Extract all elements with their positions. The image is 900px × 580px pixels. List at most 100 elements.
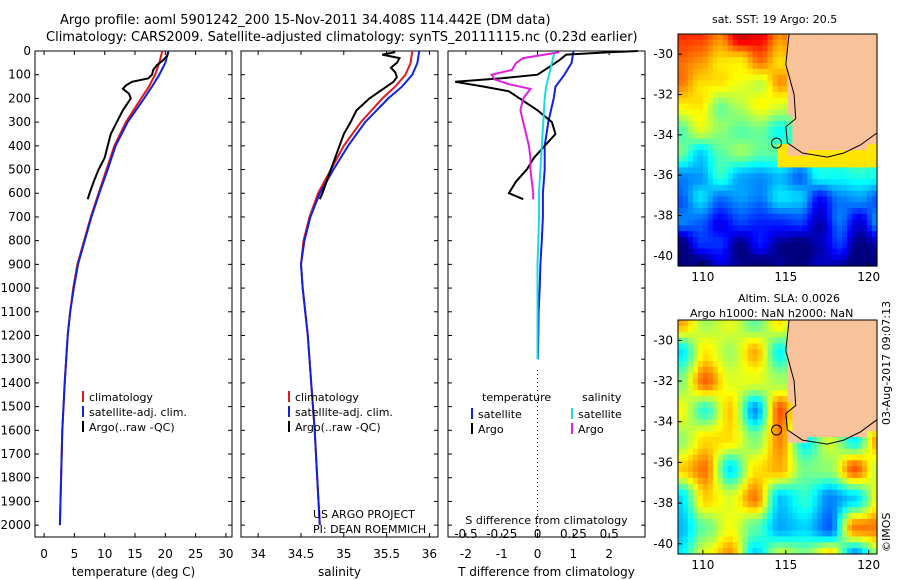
- map-cell: [852, 524, 858, 532]
- map-cell: [797, 536, 803, 543]
- map-cell: [697, 45, 704, 52]
- map-cell: [752, 325, 759, 333]
- map-cell: [682, 126, 689, 134]
- map-cell: [867, 489, 873, 497]
- map-cell: [812, 448, 818, 456]
- map-cell: [827, 126, 833, 134]
- map-cell: [777, 343, 784, 350]
- map-cell: [797, 507, 803, 514]
- map-cell: [687, 530, 694, 538]
- map-cell: [787, 196, 794, 203]
- map-cell: [842, 524, 848, 532]
- map-cell: [852, 495, 858, 502]
- map-cell: [707, 144, 714, 151]
- map-cell: [792, 150, 798, 157]
- map-cell: [817, 396, 823, 403]
- coastline: [785, 33, 878, 158]
- map-cell: [857, 513, 863, 520]
- x-axis-label: T difference from climatology: [457, 565, 635, 579]
- map-cell: [872, 489, 878, 497]
- map-cell: [727, 190, 734, 197]
- map-cell: [697, 390, 704, 397]
- map-cell: [717, 242, 724, 250]
- argo-position-marker: [771, 137, 783, 149]
- map-cell: [707, 190, 714, 197]
- map-cell: [727, 437, 734, 444]
- map-cell: [767, 331, 774, 339]
- map-cell: [842, 109, 848, 116]
- map-cell: [852, 372, 858, 380]
- map-cell: [852, 63, 858, 70]
- map-cell: [817, 437, 823, 444]
- map-cell: [872, 196, 878, 203]
- map-cell: [872, 68, 878, 76]
- x-tick-label: -1: [496, 547, 508, 561]
- map-cell: [827, 425, 833, 432]
- map-cell: [797, 407, 803, 415]
- map-cell: [857, 80, 863, 87]
- map-cell: [697, 378, 704, 385]
- map-cell: [772, 231, 779, 238]
- map-cell: [807, 190, 813, 197]
- map-cell: [827, 413, 833, 421]
- x-tick-label: 35: [336, 547, 351, 561]
- map-cell: [822, 419, 828, 426]
- map-cell: [732, 167, 739, 174]
- map-cell: [707, 167, 714, 174]
- map-cell: [697, 92, 704, 99]
- map-cell: [852, 208, 858, 215]
- map-cell: [827, 51, 833, 58]
- map-cell: [767, 372, 774, 380]
- map-cell: [707, 483, 714, 491]
- map-cell: [752, 39, 759, 47]
- map-cell: [767, 477, 774, 485]
- map-cell: [872, 349, 878, 356]
- map-cell: [842, 144, 848, 151]
- map-cell: [782, 74, 789, 81]
- map-cell: [692, 68, 699, 76]
- map-cell: [707, 196, 714, 203]
- map-cell: [797, 501, 803, 508]
- map-cell: [682, 202, 689, 209]
- map-cell: [807, 390, 813, 397]
- map-cell: [692, 495, 699, 502]
- map-cell: [732, 466, 739, 473]
- map-cell: [832, 39, 838, 47]
- map-cell: [767, 202, 774, 209]
- map-cell: [697, 202, 704, 209]
- map-cell: [777, 513, 784, 520]
- map-cell: [817, 536, 823, 543]
- map-cell: [772, 248, 779, 255]
- map-cell: [802, 202, 808, 209]
- map-cell: [702, 86, 709, 93]
- map-cell: [782, 466, 789, 473]
- map-cell: [712, 173, 719, 180]
- map-cell: [777, 530, 784, 538]
- map-cell: [697, 442, 704, 450]
- map-cell: [747, 254, 754, 261]
- map-cell: [827, 103, 833, 110]
- map-cell: [767, 501, 774, 508]
- map-cell: [742, 144, 749, 151]
- map-cell: [832, 103, 838, 110]
- map-cell: [732, 242, 739, 250]
- map-cell: [807, 92, 813, 99]
- map-cell: [842, 86, 848, 93]
- map-cell: [822, 213, 828, 221]
- map-cell: [752, 472, 759, 479]
- map-cell: [812, 419, 818, 426]
- map-cell: [707, 548, 714, 555]
- map-cell: [687, 144, 694, 151]
- map-cell: [872, 51, 878, 58]
- map-cell: [812, 425, 818, 432]
- map-cell: [872, 92, 878, 99]
- map-cell: [752, 109, 759, 116]
- map-cell: [678, 155, 684, 163]
- map-cell: [832, 483, 838, 491]
- map-cell: [787, 63, 794, 70]
- map-cell: [822, 190, 828, 197]
- map-cell: [807, 542, 813, 549]
- map-cell: [787, 536, 794, 543]
- map-cell: [852, 325, 858, 333]
- map-cell: [827, 548, 833, 555]
